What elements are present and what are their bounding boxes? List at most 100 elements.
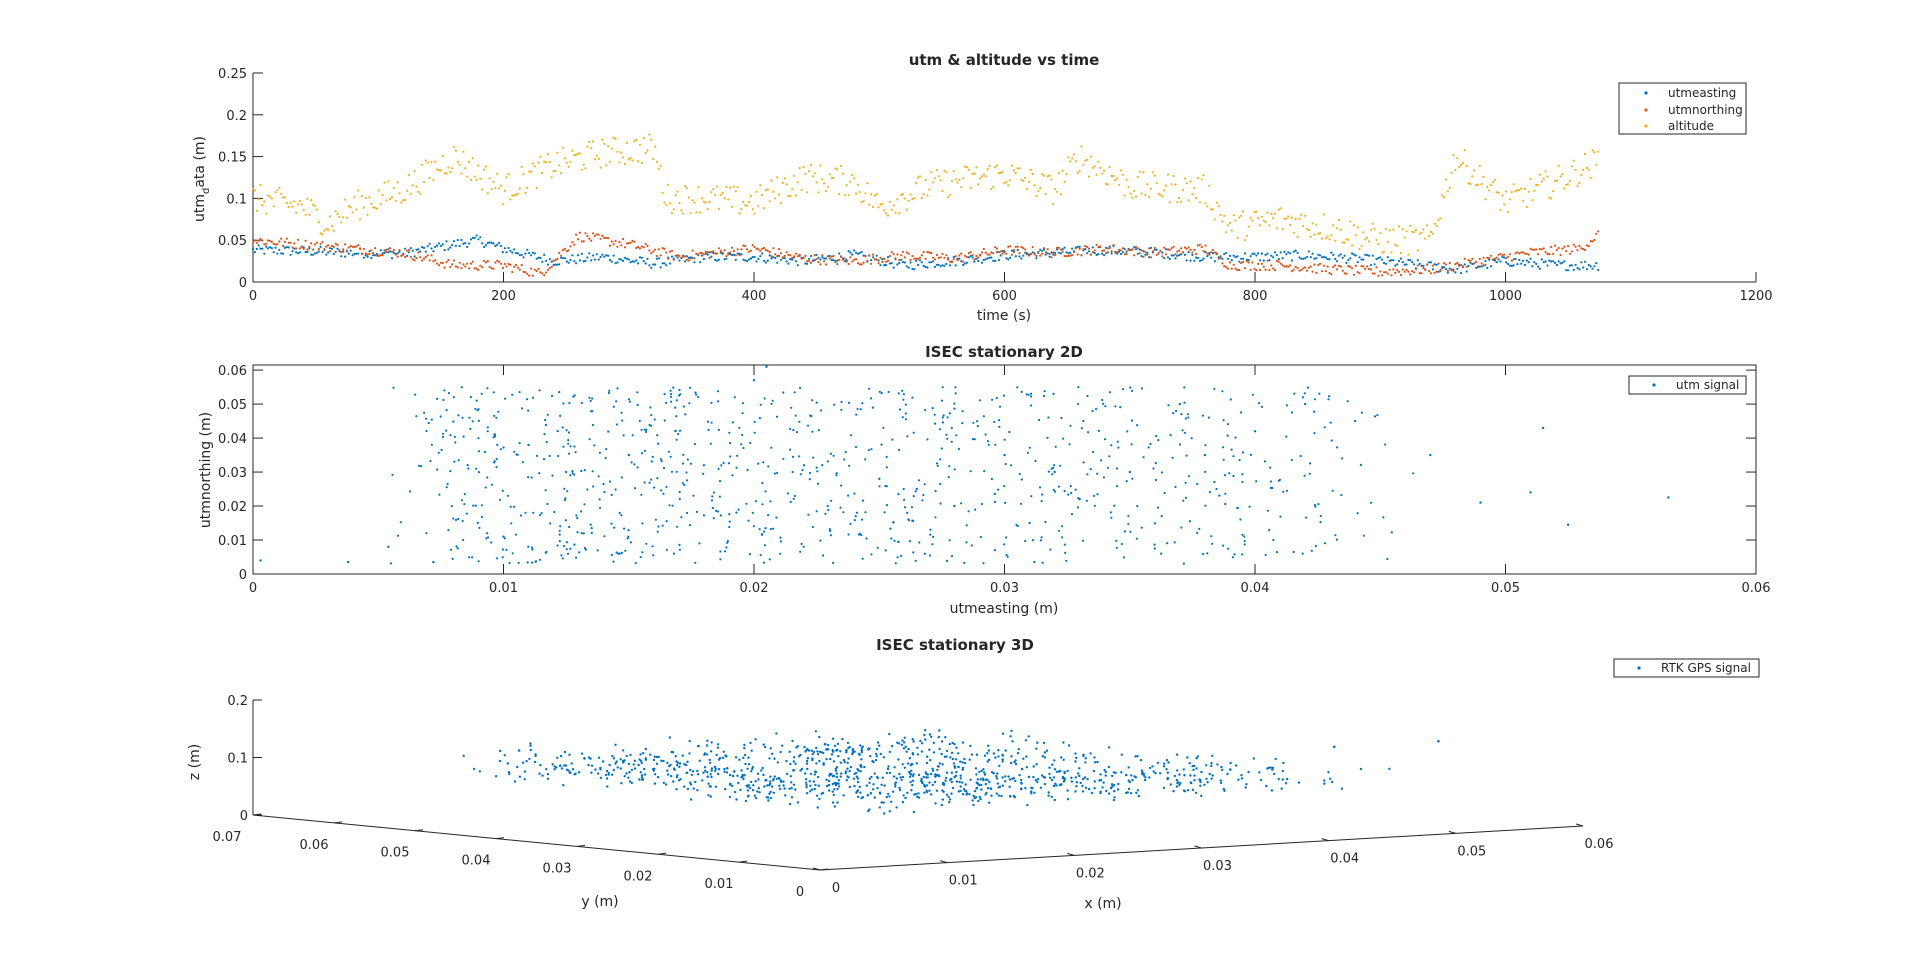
data-point <box>665 485 668 488</box>
data-point <box>835 772 838 775</box>
data-point-utmnorthing <box>533 268 536 271</box>
data-point <box>925 784 929 787</box>
data-point-utmnorthing <box>377 254 380 257</box>
data-point-altitude <box>727 198 730 201</box>
data-point-utmeasting <box>1576 266 1579 270</box>
data-point-utmnorthing <box>1535 248 1538 251</box>
data-point <box>971 438 975 441</box>
data-point <box>1175 778 1179 782</box>
data-point-altitude <box>580 168 583 171</box>
data-point <box>839 775 842 778</box>
data-point-altitude <box>719 193 722 196</box>
data-point-utmnorthing <box>1110 250 1113 253</box>
data-point-utmnorthing <box>1587 245 1590 248</box>
data-point-utmeasting <box>890 262 893 265</box>
data-point-altitude <box>1570 165 1573 168</box>
data-point <box>1133 775 1136 778</box>
data-point <box>1066 769 1069 773</box>
data-point-altitude <box>1245 234 1248 237</box>
data-point-altitude <box>582 163 585 166</box>
data-point-altitude <box>1253 210 1256 214</box>
y-tick-label: 0.03 <box>543 861 572 876</box>
data-point-altitude <box>575 153 578 156</box>
data-point <box>509 505 512 508</box>
data-point <box>881 776 884 779</box>
data-point <box>903 766 906 769</box>
data-point <box>608 763 611 767</box>
data-point <box>887 792 890 796</box>
data-point <box>692 494 695 497</box>
data-point <box>519 514 523 517</box>
data-point <box>668 736 671 739</box>
data-point <box>567 431 571 434</box>
data-point-utmeasting <box>1409 259 1412 262</box>
data-point-utmeasting <box>1020 257 1023 260</box>
data-point <box>737 508 740 511</box>
data-point-utmeasting <box>952 255 955 259</box>
data-point <box>1061 776 1065 780</box>
data-point <box>1208 491 1212 494</box>
data-point <box>994 756 997 759</box>
data-point <box>1108 455 1111 458</box>
data-point <box>702 472 705 475</box>
data-point-utmnorthing <box>1213 251 1216 254</box>
data-point-utmeasting <box>629 261 632 264</box>
data-point-altitude <box>507 173 510 176</box>
data-point <box>952 762 956 765</box>
data-point <box>498 498 502 501</box>
data-point <box>924 729 927 732</box>
data-point-altitude <box>1555 179 1558 182</box>
data-point <box>950 426 953 429</box>
data-point <box>672 386 675 389</box>
data-point-utmeasting <box>777 254 781 257</box>
data-point-altitude <box>533 165 536 168</box>
data-point <box>779 536 782 539</box>
data-point-altitude <box>1257 217 1260 220</box>
data-point <box>768 792 771 795</box>
data-point <box>716 746 720 749</box>
data-point-altitude <box>963 165 967 168</box>
data-point <box>387 545 390 548</box>
data-point-utmnorthing <box>456 266 459 269</box>
data-point <box>761 482 764 485</box>
data-point <box>1010 761 1013 765</box>
data-point-altitude <box>355 208 358 211</box>
data-point-utmnorthing <box>1136 247 1139 250</box>
data-point-utmnorthing <box>868 254 871 257</box>
data-point <box>1314 505 1317 508</box>
data-point <box>676 764 679 767</box>
data-point-altitude <box>753 212 756 215</box>
data-point-altitude <box>298 200 302 203</box>
data-point-utmnorthing <box>1003 249 1006 252</box>
data-point <box>831 801 835 804</box>
data-point-utmnorthing <box>1242 260 1245 264</box>
x-tick-mark <box>940 860 948 864</box>
data-point <box>961 761 964 764</box>
data-point-utmeasting <box>1364 253 1367 256</box>
data-point-altitude <box>1119 169 1123 172</box>
data-point <box>1030 395 1033 398</box>
data-point-altitude <box>323 229 326 232</box>
data-point <box>779 750 782 754</box>
data-point-altitude <box>1386 240 1389 243</box>
data-point-altitude <box>404 198 407 201</box>
data-point <box>1167 761 1170 764</box>
data-point-altitude <box>1225 231 1228 234</box>
data-point <box>1055 770 1059 773</box>
data-point-altitude <box>411 184 414 187</box>
data-point-utmnorthing <box>777 248 781 251</box>
data-point-altitude <box>1529 177 1532 180</box>
data-point-utmeasting <box>920 261 923 264</box>
data-point-altitude <box>1576 184 1579 188</box>
data-point-utmeasting <box>622 259 625 262</box>
data-point-altitude <box>1076 171 1079 174</box>
data-point <box>678 498 681 501</box>
data-point-utmnorthing <box>276 243 279 246</box>
data-point-utmeasting <box>631 260 634 263</box>
data-point-altitude <box>561 146 565 149</box>
data-point <box>1024 739 1028 742</box>
data-point-utmeasting <box>943 264 946 267</box>
data-point-utmeasting <box>1420 264 1423 267</box>
data-point-utmnorthing <box>1401 268 1404 271</box>
